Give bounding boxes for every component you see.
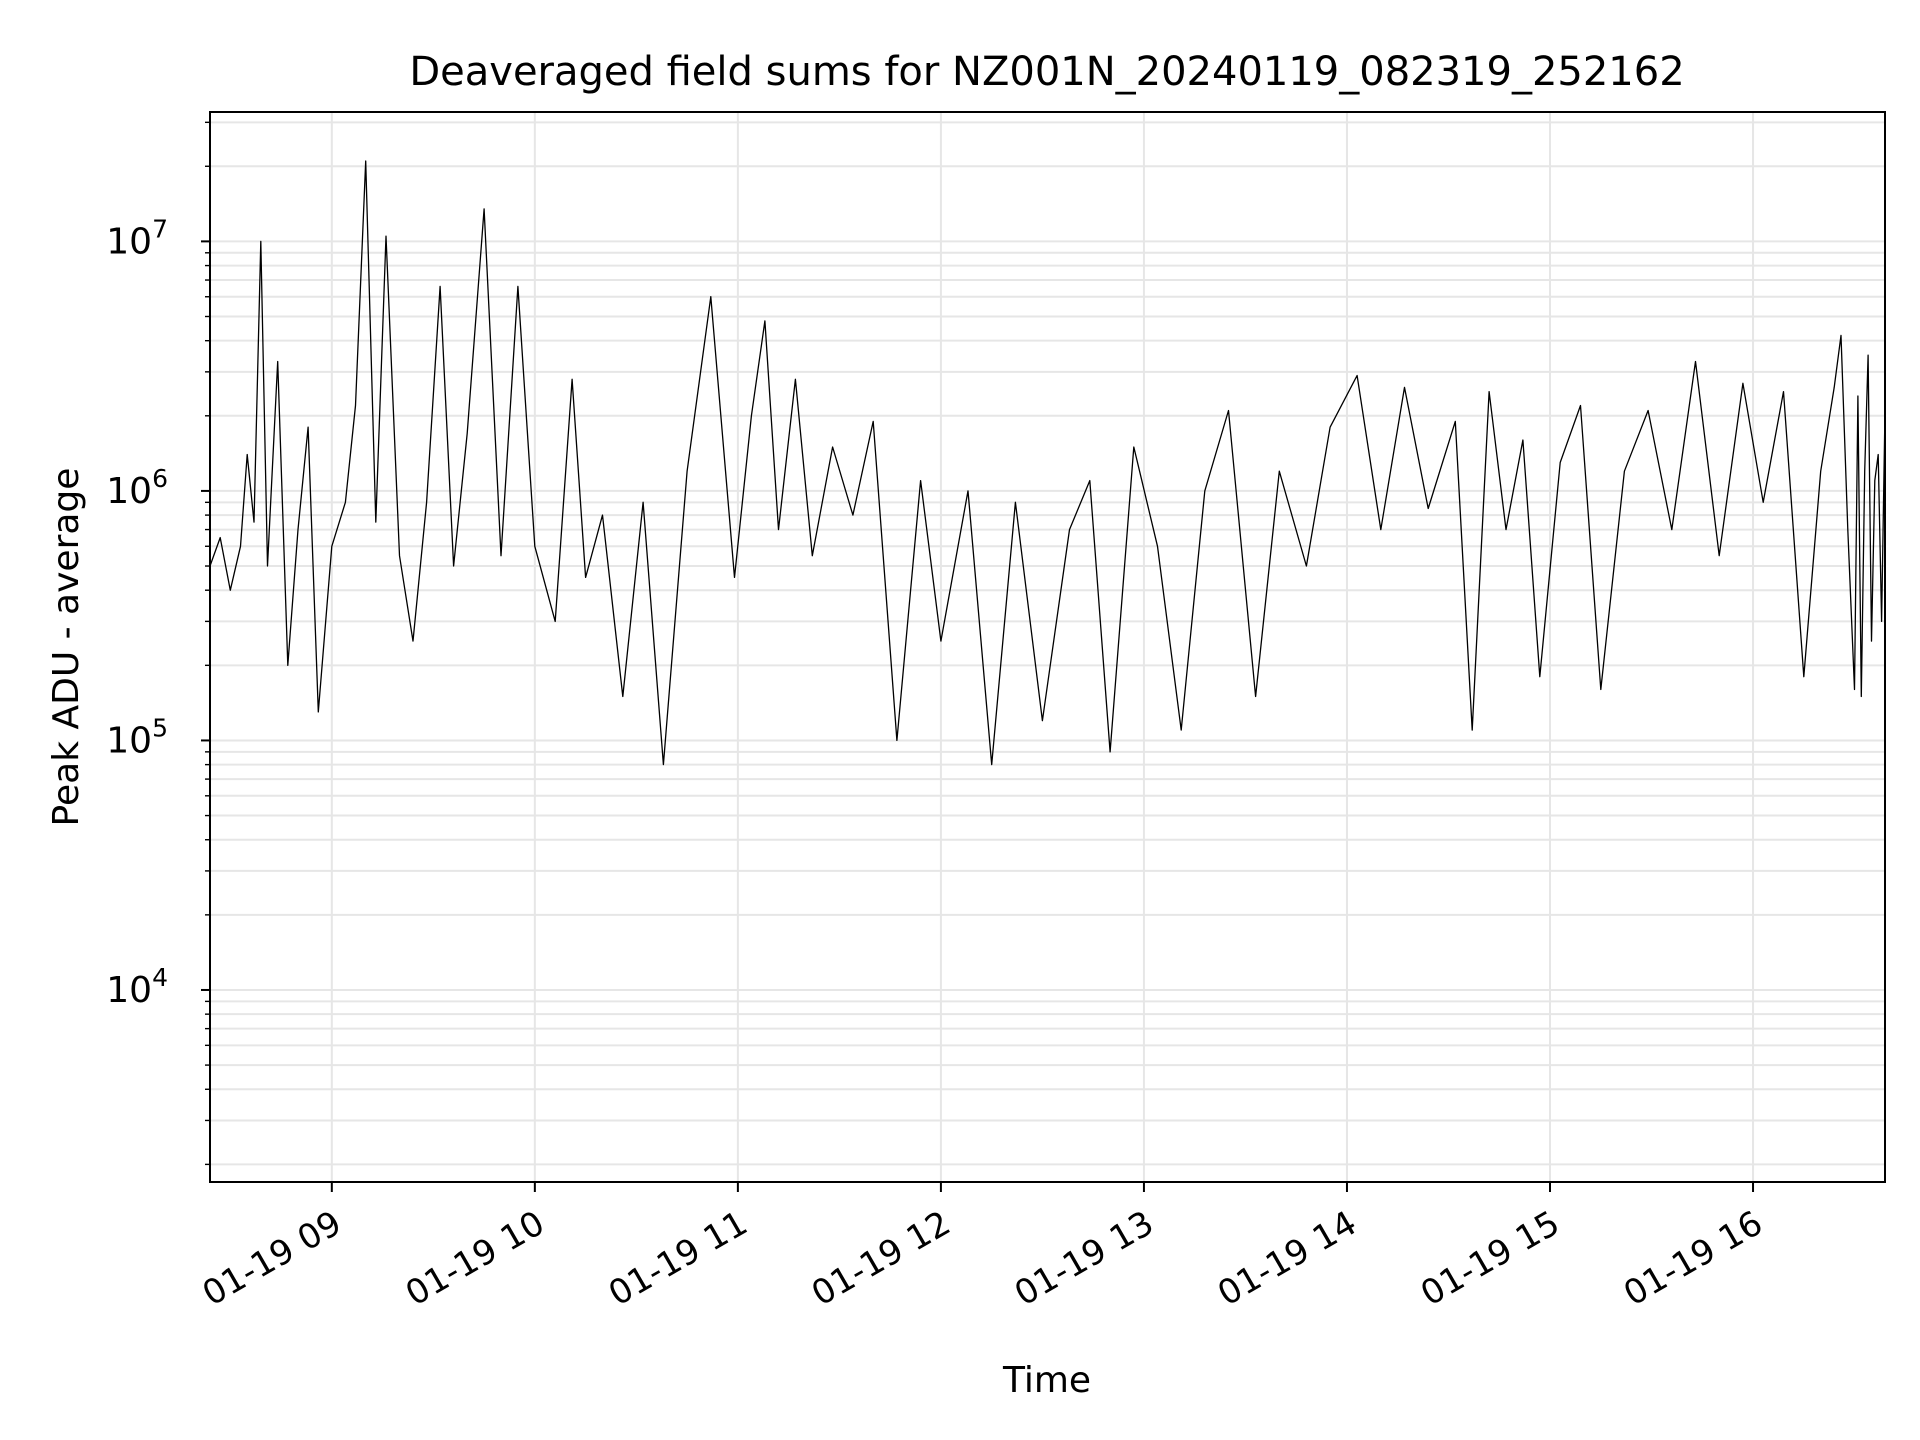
y-tick-label: 107	[106, 214, 168, 262]
plot-area	[209, 160, 1886, 766]
axes-frame	[209, 111, 1886, 1183]
y-axis-ticks: 104 105 106 107	[106, 121, 210, 1166]
y-tick-label: 105	[106, 713, 168, 761]
x-axis-label: Time	[1002, 1360, 1091, 1401]
chart-title: Deaveraged field sums for NZ001N_2024011…	[409, 49, 1684, 95]
y-tick-label: 106	[106, 464, 168, 512]
series-line	[209, 160, 1886, 766]
y-axis-label: Peak ADU - average	[46, 468, 87, 827]
y-tick-label: 104	[106, 963, 168, 1011]
grid	[210, 112, 1885, 1182]
